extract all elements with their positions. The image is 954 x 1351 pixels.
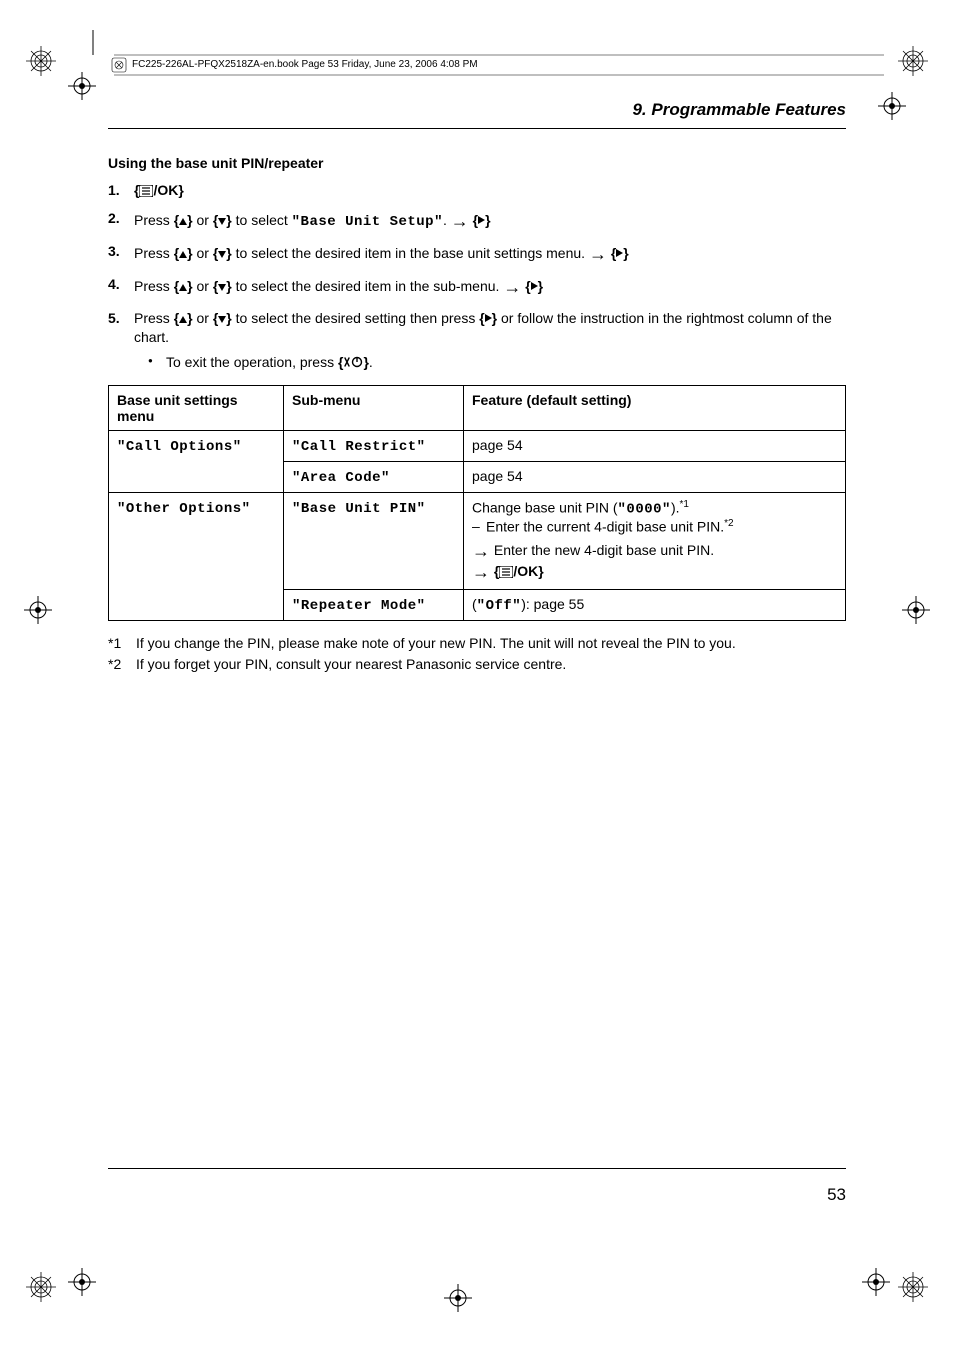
th-submenu: Sub-menu (284, 386, 464, 431)
s3a: Press (134, 245, 174, 261)
s5a: Press (134, 310, 174, 326)
s5exitb: . (369, 354, 373, 370)
footnote-2: *2 If you forget your PIN, consult your … (108, 654, 846, 675)
cell-page54a: page 54 (464, 431, 846, 462)
target-mr (902, 596, 930, 627)
fn2-text: If you forget your PIN, consult your nea… (136, 654, 566, 675)
menu-icon (499, 566, 513, 578)
step-4: Press {} or {} to select the desired ite… (108, 275, 846, 299)
ok-label: /OK (153, 182, 178, 198)
cell-base-unit-pin: "Base Unit PIN" (284, 493, 464, 589)
right-icon (531, 282, 538, 290)
r3l2: Enter the current 4-digit base unit PIN. (486, 519, 724, 535)
step-3: Press {} or {} to select the desired ite… (108, 242, 846, 266)
cell-other-options: "Other Options" (109, 493, 284, 620)
page-number: 53 (108, 1185, 846, 1205)
s2b: or (193, 212, 213, 228)
step-2: Press {} or {} to select "Base Unit Setu… (108, 209, 846, 233)
r3c1: "Other Options" (117, 501, 251, 517)
target-tr (878, 92, 906, 123)
cell-repeater-mode: "Repeater Mode" (284, 589, 464, 620)
up-icon (179, 316, 187, 323)
r4c2: "Repeater Mode" (292, 598, 426, 614)
table-row: "Call Options" "Call Restrict" page 54 (109, 431, 846, 462)
table-header-row: Base unit settings menu Sub-menu Feature… (109, 386, 846, 431)
s3c: to select the desired item in the base u… (232, 245, 589, 261)
s2d: . (443, 212, 451, 228)
r3sup1: *1 (680, 499, 689, 510)
r2c2: "Area Code" (292, 470, 390, 486)
step-1: {/OK} (108, 181, 846, 200)
menu-icon (139, 185, 153, 197)
cell-pin-feature: Change base unit PIN ("0000").*1 Enter t… (464, 493, 846, 589)
cell-call-restrict: "Call Restrict" (284, 431, 464, 462)
r4c: ): page 55 (521, 596, 584, 612)
reg-mark-tr (898, 46, 928, 79)
th-feature: Feature (default setting) (464, 386, 846, 431)
book-header-text: FC225-226AL-PFQX2518ZA-en.book Page 53 F… (132, 59, 478, 70)
s4a: Press (134, 278, 174, 294)
target-tl (68, 72, 96, 103)
sub-heading: Using the base unit PIN/repeater (108, 155, 846, 171)
s2c: to select (232, 212, 292, 228)
reg-mark-br (898, 1272, 928, 1305)
th-menu: Base unit settings menu (109, 386, 284, 431)
r3l1c: ). (671, 500, 680, 516)
fn2-mark: *2 (108, 654, 136, 675)
s4b: or (193, 278, 213, 294)
step-5-exit: To exit the operation, press {}. (148, 353, 846, 372)
s3b: or (193, 245, 213, 261)
s2a: Press (134, 212, 174, 228)
s2-menu: "Base Unit Setup" (292, 214, 443, 230)
s5c: to select the desired setting then press (232, 310, 479, 326)
fn1-text: If you change the PIN, please make note … (136, 633, 736, 654)
cell-repeater-feature: ("Off"): page 55 (464, 589, 846, 620)
exit-icon (343, 356, 363, 368)
r4b: "Off" (477, 598, 522, 614)
up-icon (179, 284, 187, 291)
arrow-icon: → (589, 244, 607, 264)
r3sup2: *2 (724, 518, 733, 529)
r1c2: "Call Restrict" (292, 439, 426, 455)
r3l1b: "0000" (618, 502, 671, 518)
section-title: 9. Programmable Features (108, 100, 846, 120)
reg-mark-tl (26, 46, 56, 79)
reg-mark-bl (26, 1272, 56, 1305)
book-header: FC225-226AL-PFQX2518ZA-en.book Page 53 F… (124, 55, 884, 80)
cell-call-options: "Call Options" (109, 431, 284, 493)
up-icon (179, 251, 187, 258)
arrow-icon: → (472, 541, 490, 561)
page-content: 9. Programmable Features Using the base … (108, 100, 846, 675)
arrow-icon: → (451, 211, 469, 231)
s5b: or (193, 310, 213, 326)
arrow-icon: → (503, 277, 521, 297)
s5exita: To exit the operation, press (166, 354, 338, 370)
target-bc (444, 1284, 472, 1315)
arrow-icon: → (472, 562, 490, 582)
footer-rule (108, 1168, 846, 1169)
section-rule (108, 128, 846, 129)
target-ml (24, 596, 52, 627)
steps-list: {/OK} Press {} or {} to select "Base Uni… (108, 181, 846, 371)
cell-page54b: page 54 (464, 462, 846, 493)
step-5: Press {} or {} to select the desired set… (108, 309, 846, 372)
r3l4ok: /OK (513, 563, 538, 579)
s4c: to select the desired item in the sub-me… (232, 278, 504, 294)
table-row: "Other Options" "Base Unit PIN" Change b… (109, 493, 846, 589)
footnotes: *1 If you change the PIN, please make no… (108, 633, 846, 675)
cell-area-code: "Area Code" (284, 462, 464, 493)
r3l1a: Change base unit PIN ( (472, 500, 618, 516)
target-bl (68, 1268, 96, 1299)
footnote-1: *1 If you change the PIN, please make no… (108, 633, 846, 654)
right-icon (485, 314, 492, 322)
r1c1: "Call Options" (117, 439, 242, 455)
target-br (862, 1268, 890, 1299)
up-icon (179, 218, 187, 225)
settings-table: Base unit settings menu Sub-menu Feature… (108, 385, 846, 620)
fn1-mark: *1 (108, 633, 136, 654)
r3l3: Enter the new 4-digit base unit PIN. (490, 542, 714, 558)
r3c2: "Base Unit PIN" (292, 501, 426, 517)
